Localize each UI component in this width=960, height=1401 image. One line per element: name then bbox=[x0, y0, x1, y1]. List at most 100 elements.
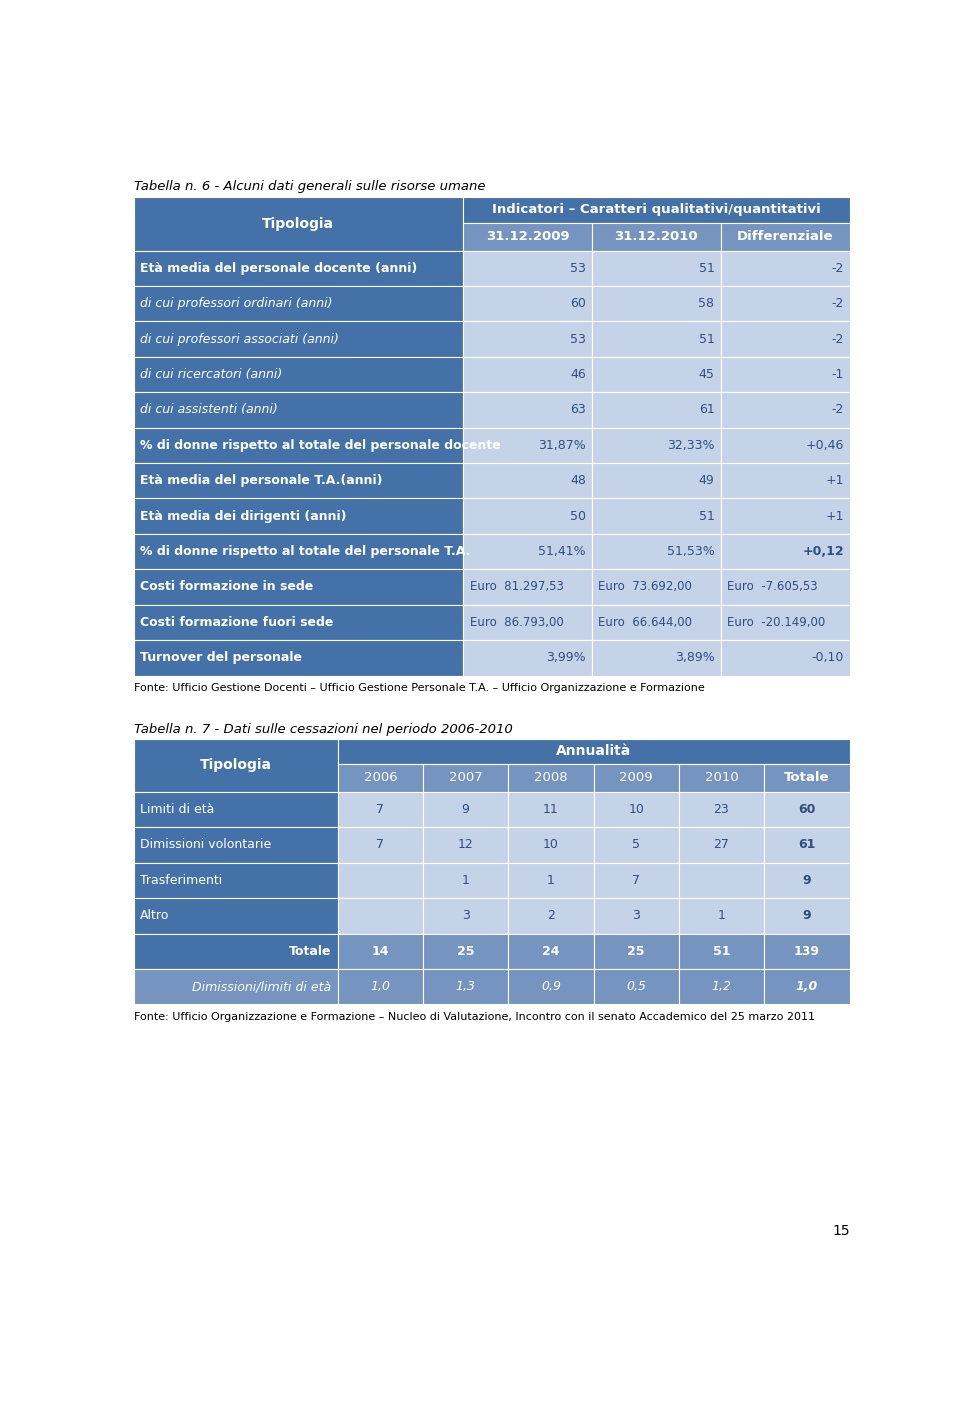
Text: +0,12: +0,12 bbox=[803, 545, 844, 558]
Bar bbox=[721, 605, 850, 640]
Text: 58: 58 bbox=[699, 297, 714, 310]
Text: Annualità: Annualità bbox=[556, 744, 631, 758]
Bar bbox=[464, 499, 592, 534]
Text: 0,9: 0,9 bbox=[540, 981, 561, 993]
Text: 1: 1 bbox=[547, 874, 555, 887]
Bar bbox=[721, 251, 850, 286]
Text: Differenziale: Differenziale bbox=[736, 230, 833, 244]
Text: Tabella n. 6 - Alcuni dati generali sulle risorse umane: Tabella n. 6 - Alcuni dati generali sull… bbox=[134, 181, 486, 193]
Text: 53: 53 bbox=[570, 262, 586, 275]
Bar bbox=[134, 392, 464, 427]
Bar bbox=[592, 462, 721, 499]
Bar bbox=[592, 640, 721, 675]
Bar bbox=[134, 251, 464, 286]
Bar bbox=[423, 898, 508, 933]
Bar bbox=[464, 640, 592, 675]
Bar bbox=[464, 392, 592, 427]
Text: 53: 53 bbox=[570, 332, 586, 346]
Bar bbox=[593, 898, 679, 933]
Bar bbox=[592, 251, 721, 286]
Text: 51: 51 bbox=[699, 510, 714, 523]
Text: 25: 25 bbox=[628, 944, 645, 958]
Bar bbox=[721, 321, 850, 357]
Bar bbox=[679, 969, 764, 1005]
Text: 11: 11 bbox=[543, 803, 559, 815]
Text: 9: 9 bbox=[803, 874, 811, 887]
Bar bbox=[593, 863, 679, 898]
Text: Fonte: Ufficio Organizzazione e Formazione – Nucleo di Valutazione, Incontro con: Fonte: Ufficio Organizzazione e Formazio… bbox=[134, 1012, 815, 1023]
Bar bbox=[764, 969, 850, 1005]
Text: 45: 45 bbox=[699, 368, 714, 381]
Text: 32,33%: 32,33% bbox=[667, 439, 714, 451]
Bar bbox=[721, 640, 850, 675]
Bar bbox=[679, 764, 764, 792]
Text: Indicatori – Caratteri qualitativi/quantitativi: Indicatori – Caratteri qualitativi/quant… bbox=[492, 203, 821, 216]
Bar bbox=[508, 933, 593, 969]
Text: 2: 2 bbox=[547, 909, 555, 922]
Text: Euro  73.692,00: Euro 73.692,00 bbox=[598, 580, 692, 594]
Text: di cui ricercatori (anni): di cui ricercatori (anni) bbox=[140, 368, 282, 381]
Bar bbox=[764, 933, 850, 969]
Text: 1: 1 bbox=[717, 909, 726, 922]
Bar bbox=[134, 605, 464, 640]
Text: Altro: Altro bbox=[140, 909, 170, 922]
Text: Età media del personale T.A.(anni): Età media del personale T.A.(anni) bbox=[140, 475, 383, 488]
Bar bbox=[338, 827, 423, 863]
Text: Totale: Totale bbox=[784, 772, 829, 785]
Bar bbox=[338, 969, 423, 1005]
Bar bbox=[679, 933, 764, 969]
Bar bbox=[464, 223, 592, 251]
Text: 1,0: 1,0 bbox=[371, 981, 391, 993]
Text: Turnover del personale: Turnover del personale bbox=[140, 651, 302, 664]
Text: 0,5: 0,5 bbox=[626, 981, 646, 993]
Bar bbox=[508, 827, 593, 863]
Text: 51,41%: 51,41% bbox=[539, 545, 586, 558]
Bar bbox=[464, 534, 592, 569]
Bar bbox=[508, 792, 593, 827]
Bar bbox=[134, 933, 338, 969]
Bar bbox=[592, 392, 721, 427]
Text: di cui professori ordinari (anni): di cui professori ordinari (anni) bbox=[140, 297, 333, 310]
Bar bbox=[721, 427, 850, 462]
Bar bbox=[592, 534, 721, 569]
Text: 1,2: 1,2 bbox=[711, 981, 732, 993]
Text: 2009: 2009 bbox=[619, 772, 653, 785]
Text: Fonte: Ufficio Gestione Docenti – Ufficio Gestione Personale T.A. – Ufficio Orga: Fonte: Ufficio Gestione Docenti – Uffici… bbox=[134, 684, 705, 693]
Bar bbox=[338, 764, 423, 792]
Bar bbox=[764, 827, 850, 863]
Text: 3,99%: 3,99% bbox=[546, 651, 586, 664]
Bar bbox=[423, 764, 508, 792]
Bar bbox=[464, 198, 850, 223]
Text: Euro  66.644,00: Euro 66.644,00 bbox=[598, 616, 692, 629]
Bar bbox=[134, 534, 464, 569]
Bar bbox=[464, 251, 592, 286]
Bar bbox=[134, 640, 464, 675]
Bar bbox=[721, 569, 850, 605]
Bar bbox=[134, 357, 464, 392]
Bar bbox=[592, 286, 721, 321]
Bar bbox=[508, 898, 593, 933]
Text: +1: +1 bbox=[826, 510, 844, 523]
Text: 15: 15 bbox=[832, 1223, 850, 1237]
Text: Dimissioni/limiti di età: Dimissioni/limiti di età bbox=[192, 981, 331, 993]
Bar bbox=[464, 462, 592, 499]
Bar bbox=[338, 863, 423, 898]
Text: 51: 51 bbox=[699, 332, 714, 346]
Bar bbox=[134, 427, 464, 462]
Text: Costi formazione fuori sede: Costi formazione fuori sede bbox=[140, 616, 333, 629]
Text: Tabella n. 7 - Dati sulle cessazioni nel periodo 2006-2010: Tabella n. 7 - Dati sulle cessazioni nel… bbox=[134, 723, 513, 737]
Bar bbox=[592, 605, 721, 640]
Text: Dimissioni volontarie: Dimissioni volontarie bbox=[140, 838, 272, 852]
Bar bbox=[464, 427, 592, 462]
Text: 3: 3 bbox=[462, 909, 469, 922]
Bar bbox=[134, 898, 338, 933]
Text: Limiti di età: Limiti di età bbox=[140, 803, 214, 815]
Text: 31.12.2010: 31.12.2010 bbox=[614, 230, 698, 244]
Text: Età media dei dirigenti (anni): Età media dei dirigenti (anni) bbox=[140, 510, 347, 523]
Text: 31.12.2009: 31.12.2009 bbox=[486, 230, 569, 244]
Bar bbox=[592, 321, 721, 357]
Bar bbox=[134, 738, 338, 792]
Bar bbox=[508, 863, 593, 898]
Bar bbox=[134, 569, 464, 605]
Bar bbox=[593, 764, 679, 792]
